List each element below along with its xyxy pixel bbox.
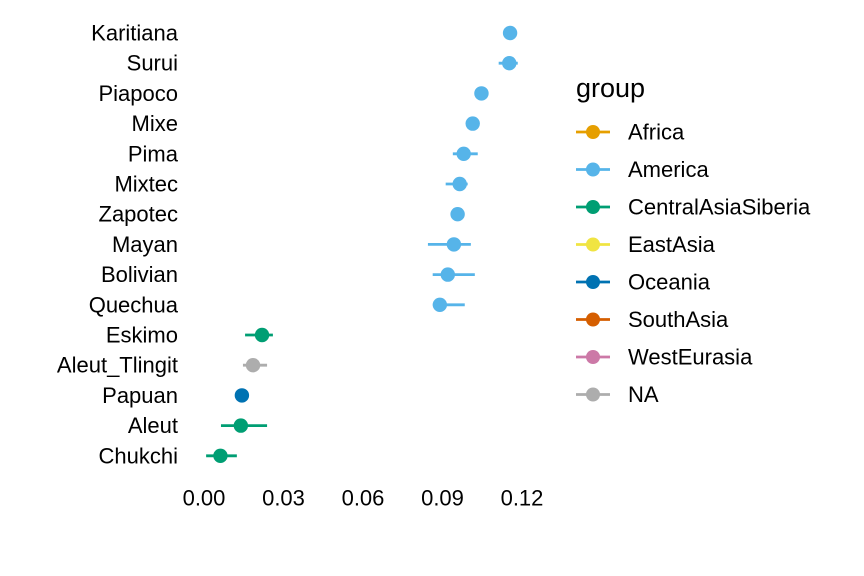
legend-key-point [586,312,600,327]
y-axis-label: Mixtec [114,172,178,197]
legend-key-point [586,125,600,139]
data-point [502,25,518,41]
legend-item-label: CentralAsiaSiberia [628,195,811,220]
x-axis-tick-label: 0.03 [262,486,305,511]
legend-key-point [586,200,600,214]
data-point [233,418,249,433]
y-axis-label: Mayan [112,232,178,257]
legend-key-point [586,387,600,402]
data-point [432,297,448,312]
legend-key-point [586,162,600,177]
data-point [245,358,261,373]
y-axis-label: Bolivian [101,262,178,287]
legend-item-label: America [628,157,709,182]
y-axis-label: Surui [127,51,178,76]
y-axis-label: Papuan [102,383,178,408]
data-point [440,267,455,282]
legend-key-point [586,237,600,252]
legend-key-point [586,350,600,364]
x-axis-tick-label: 0.09 [421,486,464,511]
legend-title: group [576,73,645,103]
data-point [234,388,250,403]
y-axis-label: Piapoco [98,81,178,106]
data-point [502,56,517,71]
y-axis-label: Karitiana [91,21,179,46]
data-point [446,237,462,252]
y-axis-label: Quechua [89,292,179,317]
legend-item-label: Africa [628,120,685,145]
y-axis-label: Eskimo [106,323,178,348]
x-axis-tick-label: 0.00 [183,486,226,511]
data-point [456,146,471,161]
legend-item-label: NA [628,382,659,407]
x-axis-tick-label: 0.12 [501,486,544,511]
y-axis-label: Chukchi [99,443,178,468]
y-axis-label: Mixe [132,111,178,136]
legend-item-label: Oceania [628,270,711,295]
y-axis-label: Zapotec [99,202,179,227]
data-point [450,207,465,222]
y-axis-label: Aleut [128,413,178,438]
data-point [465,116,480,131]
legend-item-label: SouthAsia [628,307,729,332]
data-point [254,327,270,343]
data-point [213,448,228,463]
data-point [474,86,489,101]
legend-item-label: WestEurasia [628,345,753,370]
legend-key-point [586,275,600,289]
y-axis-label: Pima [128,141,179,166]
data-point [452,176,467,192]
legend-item-label: EastAsia [628,232,716,257]
y-axis-label: Aleut_Tlingit [57,353,178,378]
x-axis-tick-label: 0.06 [342,486,385,511]
